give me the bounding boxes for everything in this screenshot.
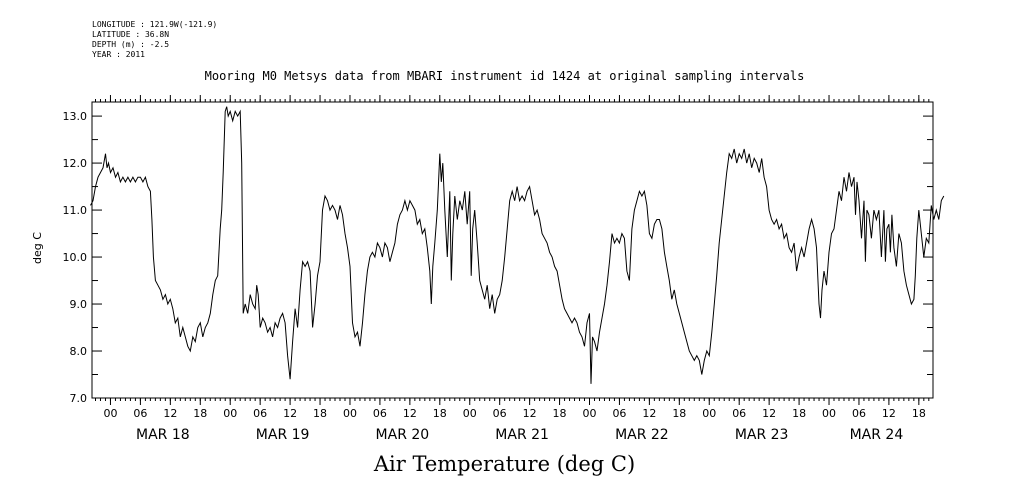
x-day-label: MAR 20 xyxy=(376,427,430,443)
x-hour-label: 06 xyxy=(852,407,866,420)
x-hour-label: 12 xyxy=(163,407,177,420)
x-hour-label: 18 xyxy=(313,407,327,420)
year-label: YEAR : 2011 xyxy=(92,50,145,59)
x-hour-label: 06 xyxy=(732,407,746,420)
x-day-label: MAR 21 xyxy=(495,427,549,443)
x-hour-label: 06 xyxy=(373,407,387,420)
x-hour-label: 00 xyxy=(343,407,357,420)
x-hour-label: 00 xyxy=(103,407,117,420)
x-day-label: MAR 18 xyxy=(136,427,190,443)
axis-ticks xyxy=(92,95,933,405)
latitude-label: LATITUDE : 36.8N xyxy=(92,30,170,39)
x-hour-label: 06 xyxy=(133,407,147,420)
y-tick-label: 8.0 xyxy=(70,345,88,358)
x-hour-label: 12 xyxy=(642,407,656,420)
x-hour-label: 00 xyxy=(822,407,836,420)
x-hour-label: 00 xyxy=(702,407,716,420)
x-hour-label: 12 xyxy=(523,407,537,420)
x-hour-label: 12 xyxy=(283,407,297,420)
x-hour-label: 06 xyxy=(253,407,267,420)
x-axis-title: Air Temperature (deg C) xyxy=(373,452,636,476)
depth-label: DEPTH (m) : -2.5 xyxy=(92,40,170,49)
longitude-label: LONGITUDE : 121.9W(-121.9) xyxy=(92,20,218,29)
x-hour-label: 12 xyxy=(762,407,776,420)
y-tick-label: 7.0 xyxy=(70,392,88,405)
y-tick-label: 10.0 xyxy=(63,251,88,264)
chart-title: Mooring M0 Metsys data from MBARI instru… xyxy=(204,69,805,83)
x-hour-label: 00 xyxy=(463,407,477,420)
x-hour-label: 18 xyxy=(193,407,207,420)
x-hour-label: 18 xyxy=(912,407,926,420)
y-tick-label: 12.0 xyxy=(63,157,88,170)
x-day-label: MAR 19 xyxy=(256,427,310,443)
x-hour-label: 18 xyxy=(433,407,447,420)
y-tick-label: 13.0 xyxy=(63,110,88,123)
x-hour-label: 18 xyxy=(792,407,806,420)
series-line xyxy=(90,106,945,384)
x-hour-label: 18 xyxy=(553,407,567,420)
station-metadata: LONGITUDE : 121.9W(-121.9) LATITUDE : 36… xyxy=(92,20,217,60)
x-day-label: MAR 22 xyxy=(615,427,669,443)
x-hour-label: 00 xyxy=(223,407,237,420)
x-hour-label: 06 xyxy=(612,407,626,420)
x-day-label: MAR 24 xyxy=(850,427,904,443)
plot-frame xyxy=(91,101,934,399)
y-axis-title: deg C xyxy=(31,232,44,264)
axis-labels: 7.0 8.0 9.0 10.0 11.0 12.0 13.0 00 06 12 18 00 06 12 1… xyxy=(63,110,926,443)
y-tick-label: 11.0 xyxy=(63,204,88,217)
x-hour-label: 00 xyxy=(583,407,597,420)
x-hour-label: 18 xyxy=(672,407,686,420)
x-day-label: MAR 23 xyxy=(735,427,789,443)
x-hour-label: 12 xyxy=(882,407,896,420)
x-hour-label: 12 xyxy=(403,407,417,420)
x-hour-label: 06 xyxy=(493,407,507,420)
y-tick-label: 9.0 xyxy=(70,298,88,311)
